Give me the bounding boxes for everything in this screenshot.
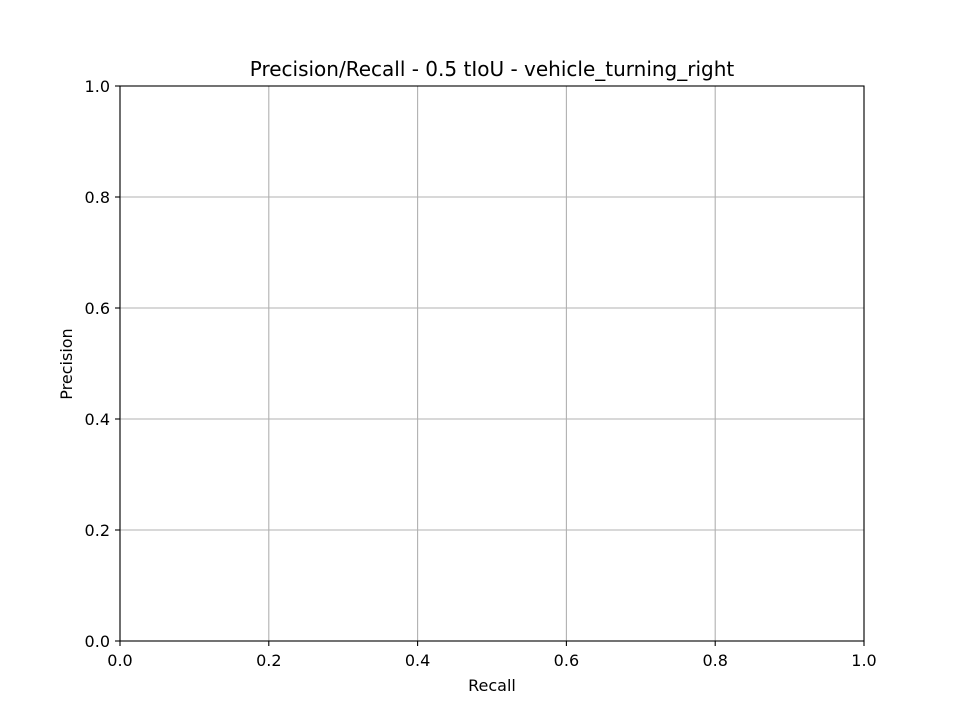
x-axis-label: Recall [468, 676, 516, 695]
plot-area [119, 85, 865, 642]
y-tick-label: 0.2 [85, 521, 110, 540]
y-tick-label: 0.6 [85, 299, 110, 318]
y-axis: 0.0 0.2 0.4 0.6 0.8 1.0 [85, 77, 120, 651]
y-tick-label: 0.4 [85, 410, 110, 429]
chart-title: Precision/Recall - 0.5 tIoU - vehicle_tu… [250, 57, 735, 81]
axes-frame [119, 85, 865, 642]
x-tick-label: 1.0 [851, 651, 876, 670]
x-tick-label: 0.0 [107, 651, 132, 670]
x-axis: 0.0 0.2 0.4 0.6 0.8 1.0 [107, 641, 877, 670]
x-tick-label: 0.2 [256, 651, 281, 670]
x-tick-label: 0.8 [702, 651, 727, 670]
x-tick-label: 0.6 [554, 651, 579, 670]
y-axis-label: Precision [57, 328, 76, 399]
y-tick-label: 1.0 [85, 77, 110, 96]
y-tick-label: 0.8 [85, 188, 110, 207]
x-tick-label: 0.4 [405, 651, 430, 670]
plot-background [120, 86, 864, 641]
y-tick-label: 0.0 [85, 632, 110, 651]
